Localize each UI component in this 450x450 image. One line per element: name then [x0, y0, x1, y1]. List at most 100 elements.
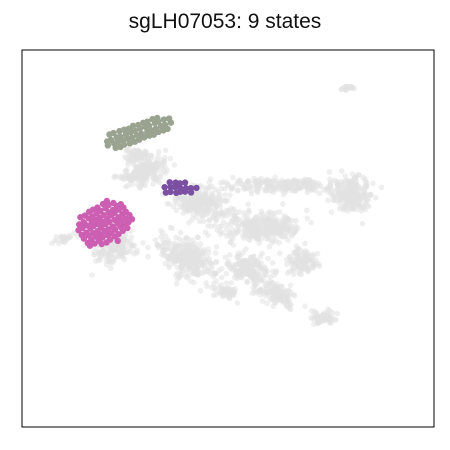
background-cell-668	[205, 249, 212, 256]
background-cell-2286	[131, 242, 138, 249]
background-cell-457	[223, 270, 230, 277]
background-cell-1023	[303, 207, 310, 214]
background-cell-709	[145, 244, 151, 251]
background-cell-1108	[235, 220, 241, 226]
background-cell-2110	[225, 289, 231, 296]
background-cell-1348	[294, 186, 300, 192]
background-cell-68	[150, 181, 156, 187]
state-3-point-46	[109, 223, 116, 230]
background-cell-1675	[290, 271, 297, 277]
state-2-point-10	[176, 180, 184, 187]
background-cell-1096	[273, 229, 279, 236]
state-3-point-67	[103, 197, 111, 205]
background-cell-1878	[222, 254, 229, 261]
background-cell-1506	[378, 184, 385, 191]
background-cell-2075	[323, 317, 329, 323]
background-cell-1082	[241, 209, 248, 216]
background-cell-368	[200, 210, 206, 216]
background-cell-1545	[367, 191, 374, 198]
background-cell-2293	[134, 247, 140, 254]
background-cell-1790	[265, 255, 271, 262]
background-cell-1886	[230, 261, 236, 268]
background-cell-133	[136, 183, 143, 190]
background-cell-729	[174, 264, 180, 271]
background-cell-185	[153, 176, 159, 182]
background-cell-1573	[345, 192, 351, 198]
background-cell-1563	[344, 178, 351, 184]
background-cell-2299	[125, 240, 131, 247]
background-cell-2376	[146, 158, 152, 164]
background-cell-660	[169, 225, 175, 232]
background-cell-188	[138, 179, 145, 185]
state-3-point-17	[80, 218, 87, 226]
background-cell-2116	[228, 280, 234, 286]
background-cell-1875	[233, 271, 240, 277]
state-2-point-15	[187, 184, 195, 192]
background-cell-639	[213, 243, 220, 250]
state-1-point-29	[135, 121, 142, 129]
background-cell-770	[176, 242, 183, 248]
background-cell-2183	[107, 265, 114, 271]
background-cell-2003	[262, 278, 268, 285]
state-1-point-50	[165, 115, 173, 122]
state-2-point-1	[161, 183, 168, 191]
background-cell-380	[204, 210, 211, 217]
background-cell-774	[183, 250, 189, 257]
background-cell-747	[185, 236, 192, 243]
background-cell-407	[222, 197, 229, 204]
background-cell-433	[200, 200, 206, 206]
background-cell-1011	[219, 210, 226, 217]
background-cell-411	[212, 201, 218, 208]
background-cell-1022	[246, 209, 252, 215]
background-cell-765	[185, 262, 192, 268]
background-cell-828	[266, 243, 273, 250]
background-cell-2059	[311, 310, 317, 317]
background-cell-419	[215, 194, 221, 201]
background-cell-1104	[241, 221, 247, 228]
background-cell-766	[162, 260, 169, 267]
background-cell-1090	[276, 239, 282, 246]
background-cell-2101	[212, 286, 218, 293]
background-cell-1884	[240, 264, 246, 271]
background-cell-1865	[243, 246, 249, 252]
background-cell-595	[158, 233, 164, 240]
background-cell-1339	[306, 177, 313, 183]
state-1-point-48	[160, 116, 168, 123]
background-cell-1048	[287, 227, 293, 234]
background-cell-1546	[334, 180, 340, 187]
background-cell-435	[197, 195, 204, 202]
background-cell-197	[161, 154, 168, 161]
background-cell-436	[207, 205, 213, 212]
background-cell-1072	[225, 207, 232, 214]
state-1-point-19	[128, 134, 136, 141]
background-cell-2007	[270, 295, 276, 302]
state-1-point-9	[110, 129, 117, 137]
background-cell-417	[181, 202, 188, 209]
background-cell-2298	[102, 254, 109, 260]
background-cell-2248	[103, 262, 110, 268]
background-cell-365	[174, 200, 181, 207]
background-cell-170	[171, 162, 178, 168]
background-cell-2416	[135, 147, 142, 154]
state-1-point-4	[107, 136, 115, 144]
background-cell-1335	[281, 184, 288, 191]
state-3-point-51	[94, 204, 101, 211]
background-cell-1099	[253, 222, 260, 229]
background-cell-412	[212, 186, 219, 193]
background-cell-1951	[302, 303, 308, 310]
background-cell-1400	[370, 180, 376, 187]
background-cell-193	[124, 168, 130, 175]
background-cell-1027	[245, 201, 252, 208]
background-cell-724	[197, 249, 204, 255]
background-cell-1874	[249, 264, 256, 271]
background-cell-941	[227, 221, 234, 228]
background-cell-1973	[291, 292, 298, 299]
state-3-point-78	[117, 200, 124, 208]
background-cell-868	[308, 219, 315, 226]
background-cell-602	[212, 250, 219, 256]
background-cell-1553	[372, 194, 379, 201]
background-cell-718	[170, 257, 177, 263]
background-cell-873	[280, 201, 286, 207]
background-cell-2087	[234, 300, 241, 306]
state-3-point-49	[100, 211, 107, 219]
